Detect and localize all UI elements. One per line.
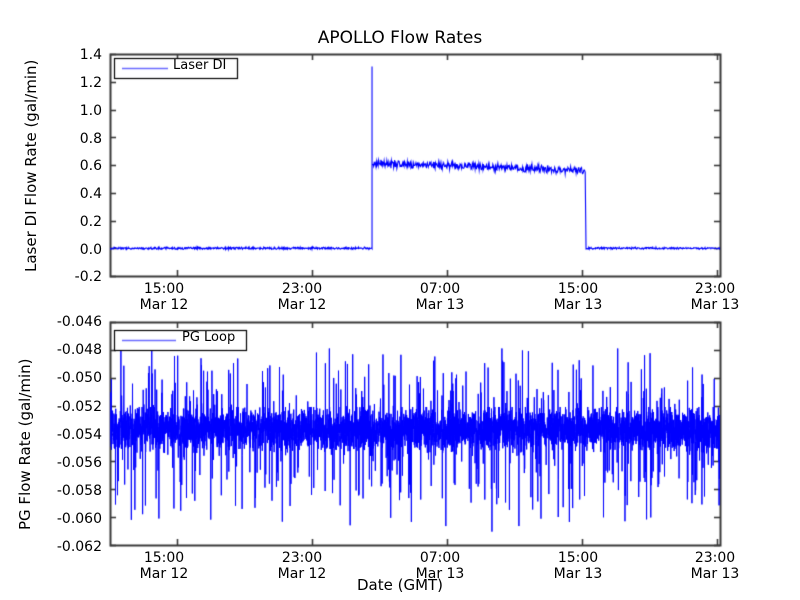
y-tick-bottom--0.056: -0.056 [56,455,102,471]
x-tick-bottom-3-date: Mar 13 [415,566,465,582]
x-tick-top-2-time: 23:00 [281,281,323,297]
y-tick-top-0.6: 0.6 [79,158,102,174]
x-tick-top-3-date: Mar 13 [415,297,465,313]
x-tick-bottom-2-time: 23:00 [281,550,323,566]
x-tick-top-4-time: 15:00 [557,281,599,297]
y-tick-bottom--0.050: -0.050 [56,370,102,386]
y-tick-top-0.2: 0.2 [79,214,102,230]
x-axis-label: Date (GMT) [356,576,444,594]
page-title: APOLLO Flow Rates [317,28,483,48]
y-tick-top-0.4: 0.4 [79,186,102,202]
y-tick-bottom--0.048: -0.048 [56,342,102,358]
x-tick-top-1-date: Mar 12 [139,297,189,313]
legend-label-pg-loop: PG Loop [182,330,236,345]
x-tick-bottom-4-time: 15:00 [557,550,599,566]
y-tick-top-1.2: 1.2 [79,75,102,91]
y-tick-bottom--0.052: -0.052 [56,399,102,415]
x-tick-bottom-5-time: 23:00 [694,550,736,566]
y-tick-bottom--0.054: -0.054 [56,427,102,443]
y-tick-top--0.2: -0.2 [74,269,102,285]
x-tick-top-2-date: Mar 12 [277,297,327,313]
y-tick-bottom--0.062: -0.062 [56,539,102,555]
x-tick-top-4-date: Mar 13 [553,297,603,313]
x-tick-bottom-2-date: Mar 12 [277,566,327,582]
y-axis-label-top: Laser DI Flow Rate (gal/min) [22,59,40,272]
legend-label-laser-di: Laser DI [173,58,227,73]
y-tick-top-0.8: 0.8 [79,131,102,147]
x-tick-bottom-4-date: Mar 13 [553,566,603,582]
y-tick-bottom--0.046: -0.046 [56,314,102,330]
x-tick-top-5-time: 23:00 [694,281,736,297]
x-tick-bottom-1-date: Mar 12 [139,566,189,582]
x-tick-bottom-5-date: Mar 13 [690,566,740,582]
y-tick-bottom--0.060: -0.060 [56,511,102,527]
x-tick-bottom-3-time: 07:00 [419,550,461,566]
x-tick-top-1-time: 15:00 [143,281,185,297]
y-tick-top-0.0: 0.0 [79,242,102,258]
x-tick-top-3-time: 07:00 [419,281,461,297]
y-tick-bottom--0.058: -0.058 [56,483,102,499]
y-tick-top-1.0: 1.0 [79,103,102,119]
y-tick-top-1.4: 1.4 [79,47,102,63]
x-tick-top-5-date: Mar 13 [690,297,740,313]
x-tick-bottom-1-time: 15:00 [143,550,185,566]
